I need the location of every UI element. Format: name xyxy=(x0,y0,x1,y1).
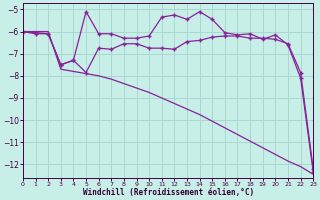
X-axis label: Windchill (Refroidissement éolien,°C): Windchill (Refroidissement éolien,°C) xyxy=(83,188,254,197)
